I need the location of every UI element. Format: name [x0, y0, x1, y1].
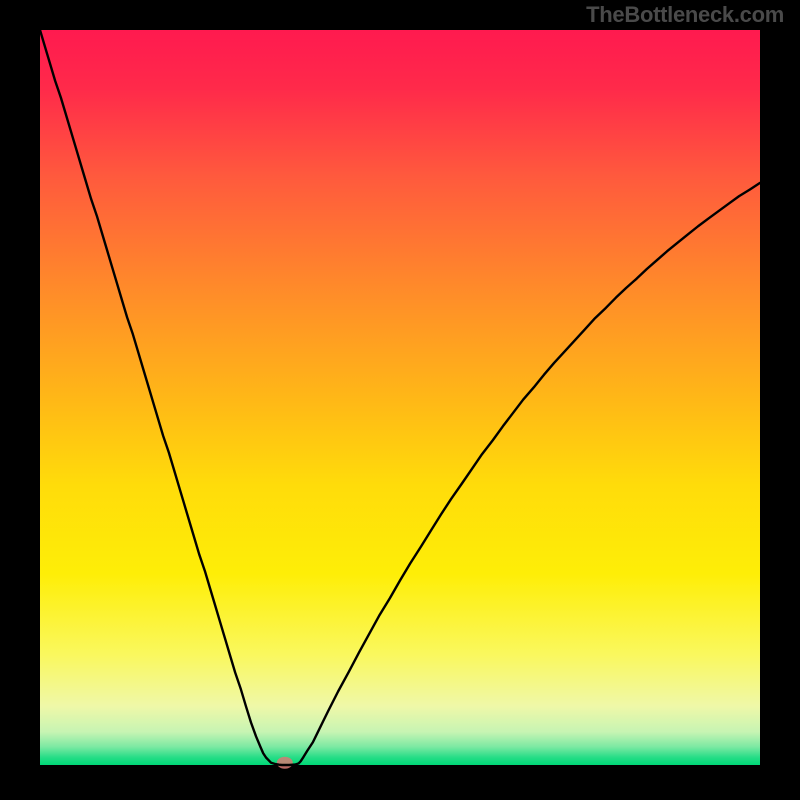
plot-background — [40, 30, 760, 765]
watermark-text: TheBottleneck.com — [586, 2, 784, 28]
chart-container: { "watermark": { "text": "TheBottleneck.… — [0, 0, 800, 800]
minimum-marker — [277, 757, 293, 769]
bottleneck-chart — [0, 0, 800, 800]
